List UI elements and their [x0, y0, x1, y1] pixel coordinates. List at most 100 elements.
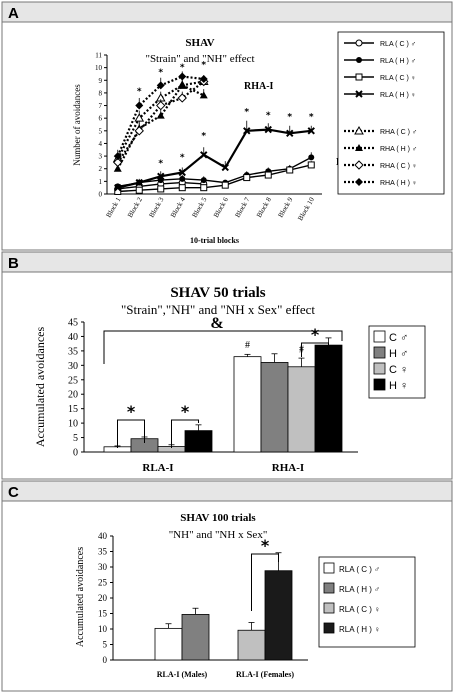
bar [314, 344, 343, 453]
bar [184, 430, 213, 453]
significance-star: * [201, 61, 206, 71]
data-point [243, 127, 251, 135]
y-tick-label: 5 [73, 433, 78, 444]
chart-b: 0 5 10 15 20 25 30 35 40 45 Accumulated avoidances… [33, 315, 426, 474]
legend-label: RLA ( H ) ♀ [339, 625, 380, 634]
bar [264, 570, 293, 661]
legend-label: C ♀ [389, 364, 408, 376]
y-tick-label: 1 [99, 178, 103, 186]
legend-label: RHA ( C ) ♂ [380, 129, 417, 136]
significance-star: * [201, 131, 206, 141]
pair-bracket [251, 553, 279, 611]
hash-marker: # [299, 344, 304, 355]
legend-marker [355, 39, 363, 47]
y-tick-label: 30 [68, 361, 78, 372]
data-point [157, 172, 165, 181]
legend-label: RLA ( H ) ♀ [380, 92, 416, 99]
data-point [199, 75, 208, 84]
y-tick-label: 20 [68, 390, 78, 401]
legend-label: RLA ( H ) ♂ [380, 58, 416, 65]
legend-marker [354, 160, 364, 170]
pair-bracket [117, 419, 145, 448]
legend-marker [355, 178, 363, 186]
data-point [156, 100, 166, 111]
significance-star: * [158, 68, 163, 78]
y-tick-label: 8 [99, 89, 103, 97]
x-category-label: RLA-I (Males) [157, 670, 208, 679]
chart-a-title: SHAV [185, 37, 214, 49]
data-point [200, 177, 207, 184]
significance-star: * [261, 536, 270, 555]
significance-star: * [158, 159, 163, 169]
chart-c-subtitle: "NH" and "NH x Sex" [169, 529, 268, 541]
significance-star: * [180, 63, 185, 73]
significance-star: * [311, 325, 320, 344]
data-point [307, 161, 315, 169]
panel-c-letter: C [8, 484, 19, 501]
data-point [199, 91, 208, 99]
data-point [113, 157, 123, 168]
data-point [134, 126, 144, 136]
chart-b-title: SHAV 50 trials [170, 285, 265, 301]
significance-star: * [309, 112, 314, 122]
legend-marker [356, 57, 362, 63]
series-line [117, 164, 312, 193]
data-point [114, 183, 122, 192]
y-axis-label: Accumulated avoidances [75, 547, 86, 647]
chart-c-title: SHAV 100 trials [180, 512, 256, 524]
data-point [200, 184, 208, 192]
x-axis-label: 10-trial blocks [190, 236, 239, 245]
legend-marker [355, 73, 363, 81]
legend-label: H ♀ [389, 380, 408, 392]
data-point [177, 93, 187, 103]
y-tick-label: 35 [98, 547, 108, 557]
y-tick-label: 15 [68, 404, 78, 415]
hash-marker: # [245, 340, 250, 351]
legend-label: C ♂ [389, 332, 408, 344]
panel-b-letter: B [8, 255, 19, 272]
legend-label: RLA ( H ) ♂ [339, 585, 380, 594]
y-tick-label: 20 [98, 593, 108, 603]
series-line [117, 156, 312, 188]
series-line [116, 80, 205, 164]
y-tick-label: 9 [99, 77, 103, 85]
legend-label: RHA ( C ) ♀ [380, 163, 417, 170]
data-point [221, 163, 229, 172]
y-tick-label: 35 [68, 346, 78, 357]
y-tick-label: 15 [98, 609, 108, 619]
y-tick-label: 10 [95, 64, 103, 72]
y-axis-label: Number of avoidances [72, 84, 82, 166]
panel-a-header [1, 1, 453, 23]
y-tick-label: 40 [98, 531, 108, 541]
data-point [157, 185, 165, 193]
data-point [156, 111, 165, 119]
y-tick-label: 10 [68, 419, 78, 430]
chart-b-subtitle: "Strain","NH" and "NH x Sex" effect [121, 302, 315, 317]
y-tick-label: 0 [99, 191, 103, 199]
bar [237, 629, 266, 661]
y-tick-label: 5 [99, 127, 103, 135]
bar [154, 627, 183, 661]
pair-bracket [301, 342, 329, 357]
x-category-label: RLA-I [142, 462, 173, 474]
y-tick-label: 4 [99, 140, 103, 148]
y-tick-label: 6 [99, 115, 103, 123]
y-tick-label: 40 [68, 332, 78, 343]
data-point [179, 175, 186, 182]
data-point [200, 151, 208, 159]
y-tick-label: 25 [98, 578, 108, 588]
legend-box [337, 31, 445, 195]
y-tick-label: 11 [95, 52, 102, 60]
significance-star: * [181, 402, 190, 421]
significance-star: * [137, 87, 142, 97]
data-point [286, 166, 294, 174]
legend-label: RLA ( C ) ♀ [339, 605, 380, 614]
data-point [135, 186, 143, 194]
y-tick-label: 2 [99, 165, 103, 173]
legend-label: RLA ( C ) ♂ [339, 565, 380, 574]
significance-star: * [244, 107, 249, 117]
panel-b-header [1, 251, 453, 273]
data-point [135, 178, 143, 187]
legend-swatch [373, 330, 386, 343]
